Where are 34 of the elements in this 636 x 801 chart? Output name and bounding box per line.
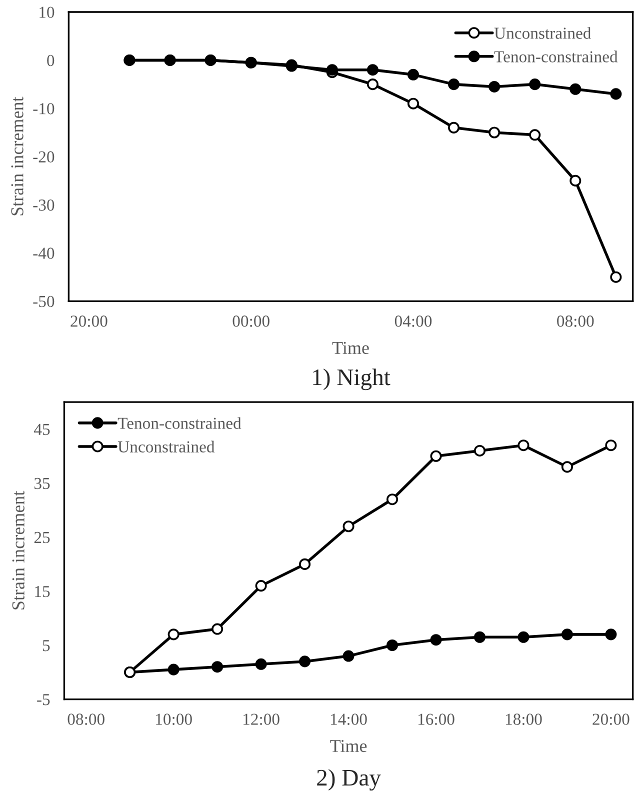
x-tick-label: 12:00 xyxy=(244,714,280,725)
text: 1) Night xyxy=(313,368,390,390)
y-tick-label: -40 xyxy=(33,248,54,259)
x-tick-label: 08:00 xyxy=(557,316,594,327)
x-tick-label: 14:00 xyxy=(331,714,367,725)
y-tick-label: 5 xyxy=(42,640,50,652)
y-axis-title: Strain increment xyxy=(12,490,24,610)
y-tick-label: -5 xyxy=(37,694,50,706)
y-tick-label: -20 xyxy=(33,151,54,163)
x-tick-label: 08:00 xyxy=(68,714,104,725)
y-tick-label: 45 xyxy=(34,424,50,436)
x-tick-label: 00:00 xyxy=(232,316,270,327)
y-axis-title: Strain increment xyxy=(11,96,24,216)
x-tick-label: 20:00 xyxy=(70,316,108,327)
x-tick-label: 10:00 xyxy=(156,714,192,725)
legend-label: Tenon-constrained xyxy=(494,50,618,62)
x-tick-label: 16:00 xyxy=(418,714,454,725)
y-tick-label: 0 xyxy=(47,54,54,66)
legend-label: Unconstrained xyxy=(118,440,215,452)
x-axis-title: Time xyxy=(330,740,367,752)
x-tick-label: 20:00 xyxy=(592,714,630,725)
y-tick-label: 25 xyxy=(34,532,50,544)
y-tick-label: -30 xyxy=(33,199,54,211)
y-tick-label: -50 xyxy=(33,296,54,308)
y-tick-label: -10 xyxy=(33,103,54,114)
y-tick-label: 10 xyxy=(40,6,54,18)
x-axis-title: Time xyxy=(332,342,369,354)
x-tick-label: 04:00 xyxy=(394,316,432,327)
legend-label: Unconstrained xyxy=(494,27,592,39)
legend-label: Tenon-constrained xyxy=(118,417,242,429)
text: 2) Day xyxy=(317,769,381,791)
x-tick-label: 18:00 xyxy=(506,714,542,725)
y-tick-label: 15 xyxy=(35,586,50,598)
y-tick-label: 35 xyxy=(34,478,50,490)
